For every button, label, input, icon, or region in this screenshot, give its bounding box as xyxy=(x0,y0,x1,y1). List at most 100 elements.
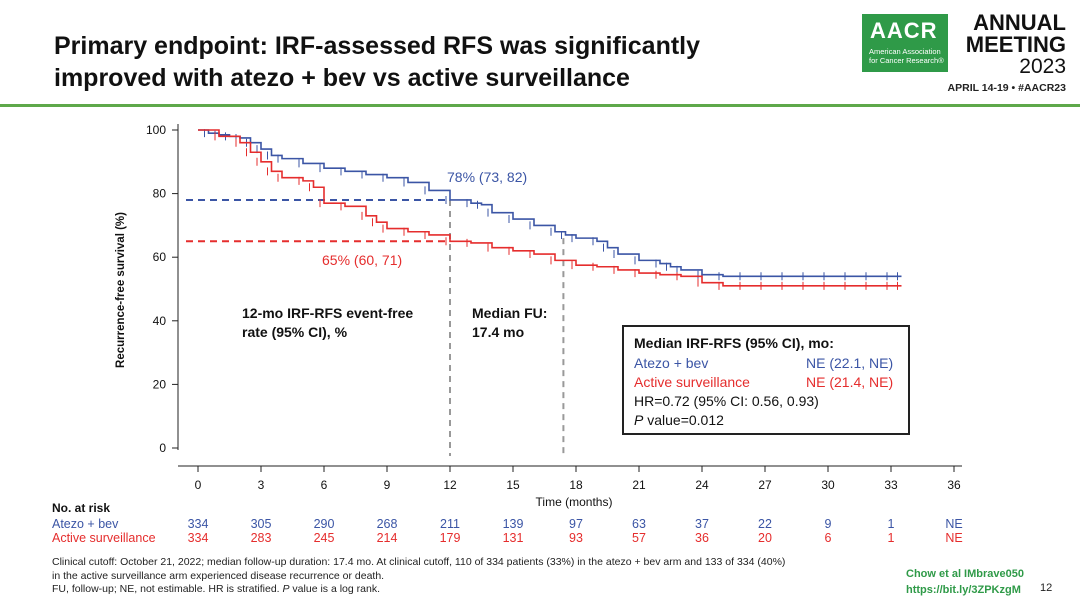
citation: Chow et al IMbrave050 https://bit.ly/3ZP… xyxy=(906,566,1024,598)
median-fu-line-2: 17.4 mo xyxy=(472,324,525,340)
active-risk-count: 36 xyxy=(695,531,709,545)
active-risk-count: 131 xyxy=(502,531,524,545)
atezo-risk-count: 211 xyxy=(440,517,460,531)
x-tick-label-6: 6 xyxy=(321,478,328,492)
active-risk-count: 57 xyxy=(632,531,646,545)
y-ticks: 0 20 40 60 80 100 xyxy=(146,123,178,455)
legend-p-italic: P xyxy=(634,412,644,428)
meeting-title: ANNUAL MEETING 2023 xyxy=(956,12,1066,78)
slide-title: Primary endpoint: IRF-assessed RFS was s… xyxy=(54,30,814,94)
page-number: 12 xyxy=(1040,582,1053,594)
y-axis-label: Recurrence-free survival (%) xyxy=(115,212,127,368)
title-line-2: improved with atezo + bev vs active surv… xyxy=(54,64,630,92)
meeting-line-2: MEETING xyxy=(965,32,1066,57)
median-fu-line-1: Median FU: xyxy=(472,305,548,321)
atezo-risk-count: NE xyxy=(945,517,963,531)
header-divider xyxy=(0,104,1080,107)
legend-atezo-row: Atezo + bev NE (22.1, NE) xyxy=(634,355,893,371)
meeting-dates: APRIL 14-19 • #AACR23 xyxy=(947,82,1066,94)
x-ticks: 0 3 6 9 12 15 18 21 24 27 30 33 36 xyxy=(195,466,961,492)
atezo-risk-count: 334 xyxy=(187,517,209,531)
atezo-risk-count: 139 xyxy=(502,517,524,531)
x-tick-label-27: 27 xyxy=(758,478,772,492)
atezo-risk-count: 63 xyxy=(632,517,646,531)
active-risk-count: 179 xyxy=(439,531,461,545)
legend-atezo-name: Atezo + bev xyxy=(634,355,709,371)
active-risk-count: 1 xyxy=(887,531,895,545)
x-tick-label-24: 24 xyxy=(695,478,709,492)
atezo-risk-count: 97 xyxy=(569,517,583,531)
atezo-risk-count: 290 xyxy=(313,517,335,531)
y-tick-label-60: 60 xyxy=(153,250,167,264)
aacr-logo: AACR American Association for Cancer Res… xyxy=(862,14,948,72)
x-tick-label-33: 33 xyxy=(884,478,898,492)
footnote-3p: P xyxy=(282,583,290,595)
active-risk-count: 334 xyxy=(187,531,209,545)
landmark-line-1: 12-mo IRF-RFS event-free xyxy=(242,305,414,321)
x-tick-label-9: 9 xyxy=(384,478,391,492)
meeting-year: 2023 xyxy=(1019,55,1066,78)
active-risk-count: 214 xyxy=(376,531,398,545)
atezo-risk-count: 305 xyxy=(250,517,272,531)
active-risk-count: 245 xyxy=(313,531,335,545)
risk-active-label: Active surveillance xyxy=(52,531,156,545)
x-tick-label-30: 30 xyxy=(821,478,835,492)
atezo-risk-count: 22 xyxy=(758,517,772,531)
citation-link[interactable]: https://bit.ly/3ZPKzgM xyxy=(906,584,1021,596)
active-risk-count: NE xyxy=(945,531,963,545)
footnote-3b: value is a log rank. xyxy=(289,583,380,595)
series-layer xyxy=(198,129,902,290)
footnotes: Clinical cutoff: October 21, 2022; media… xyxy=(52,556,912,597)
atezo-risk-count: 268 xyxy=(376,517,398,531)
x-tick-label-3: 3 xyxy=(258,478,265,492)
active-risk-count: 283 xyxy=(250,531,272,545)
active-risk-count: 20 xyxy=(758,531,772,545)
atezo-km-curve xyxy=(198,129,902,278)
x-tick-label-36: 36 xyxy=(947,478,961,492)
active-risk-count: 93 xyxy=(569,531,583,545)
landmark-line-2: rate (95% CI), % xyxy=(242,324,348,340)
y-tick-label-0: 0 xyxy=(159,441,166,455)
x-tick-label-12: 12 xyxy=(443,478,457,492)
x-tick-label-0: 0 xyxy=(195,478,202,492)
risk-atezo-label: Atezo + bev xyxy=(52,517,119,531)
atezo-12mo-label: 78% (73, 82) xyxy=(447,169,527,185)
footnote-line-3: FU, follow-up; NE, not estimable. HR is … xyxy=(52,583,912,597)
active-km-curve xyxy=(198,129,902,287)
logo-text: AACR xyxy=(870,18,938,43)
legend-title: Median IRF-RFS (95% CI), mo: xyxy=(634,335,834,351)
legend-p-value: P value=0.012 xyxy=(634,412,724,428)
x-tick-label-18: 18 xyxy=(569,478,583,492)
legend-active-value: NE (21.4, NE) xyxy=(806,374,894,390)
y-tick-label-20: 20 xyxy=(153,377,167,391)
citation-line-1: Chow et al IMbrave050 xyxy=(906,568,1024,580)
legend-p-rest: value=0.012 xyxy=(643,412,724,428)
reference-lines xyxy=(186,198,565,456)
title-line-1: Primary endpoint: IRF-assessed RFS was s… xyxy=(54,32,701,60)
median-rfs-legend: Median IRF-RFS (95% CI), mo: Atezo + bev… xyxy=(622,325,910,435)
landmark-annotation: 12-mo IRF-RFS event-free rate (95% CI), … xyxy=(242,304,413,342)
x-axis-label: Time (months) xyxy=(536,495,613,509)
y-tick-label-100: 100 xyxy=(146,123,166,137)
active-risk-count: 6 xyxy=(824,531,832,545)
x-tick-label-21: 21 xyxy=(632,478,646,492)
footnote-line-2: in the active surveillance arm experienc… xyxy=(52,569,385,582)
atezo-risk-count: 37 xyxy=(695,517,709,531)
footnote-line-1: Clinical cutoff: October 21, 2022; media… xyxy=(52,556,786,568)
x-tick-label-15: 15 xyxy=(506,478,520,492)
logo-subtext: American Association for Cancer Research… xyxy=(869,47,944,65)
legend-hr: HR=0.72 (95% CI: 0.56, 0.93) xyxy=(634,393,819,409)
legend-active-name: Active surveillance xyxy=(634,374,750,390)
atezo-risk-count: 1 xyxy=(887,517,895,531)
y-tick-label-80: 80 xyxy=(153,187,167,201)
legend-active-row: Active surveillance NE (21.4, NE) xyxy=(634,374,893,390)
atezo-risk-count: 9 xyxy=(824,517,832,531)
median-fu-annotation: Median FU: 17.4 mo xyxy=(472,304,547,342)
meeting-line-1: ANNUAL xyxy=(973,10,1066,35)
legend-atezo-value: NE (22.1, NE) xyxy=(806,355,894,371)
active-12mo-label: 65% (60, 71) xyxy=(322,252,402,268)
risk-table-header: No. at risk xyxy=(52,501,111,515)
footnote-3a: FU, follow-up; NE, not estimable. HR is … xyxy=(52,583,283,595)
y-tick-label-40: 40 xyxy=(153,314,167,328)
